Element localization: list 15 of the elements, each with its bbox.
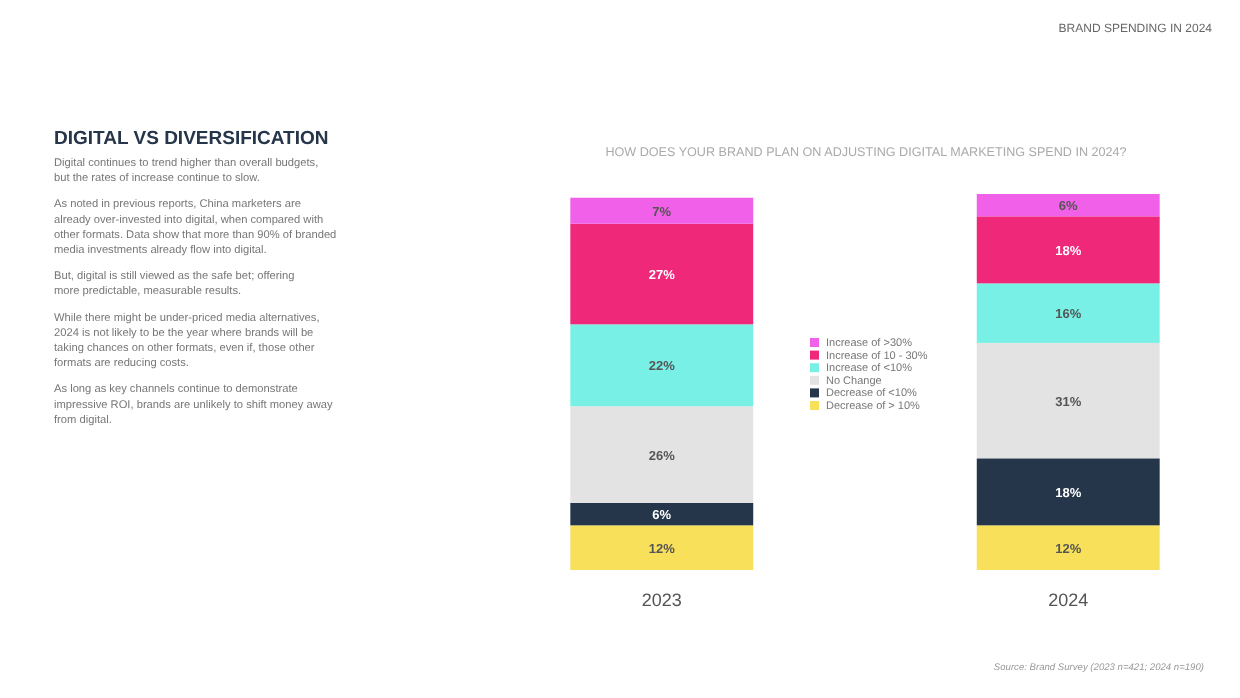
bar — [570, 406, 754, 503]
bar — [570, 324, 754, 407]
bar — [976, 283, 1160, 343]
bar — [570, 197, 754, 224]
text: DIGITAL VS DIVERSIFICATION — [54, 128, 329, 150]
bar — [976, 194, 1160, 217]
bar — [570, 502, 754, 526]
bar — [976, 458, 1160, 526]
bar — [976, 525, 1160, 570]
x-tick-label: 2023 — [641, 590, 682, 610]
x-tick-label: 2024 — [1048, 590, 1089, 610]
bar — [976, 216, 1160, 284]
bar — [570, 525, 754, 570]
bar — [976, 342, 1160, 459]
bar — [570, 223, 754, 325]
